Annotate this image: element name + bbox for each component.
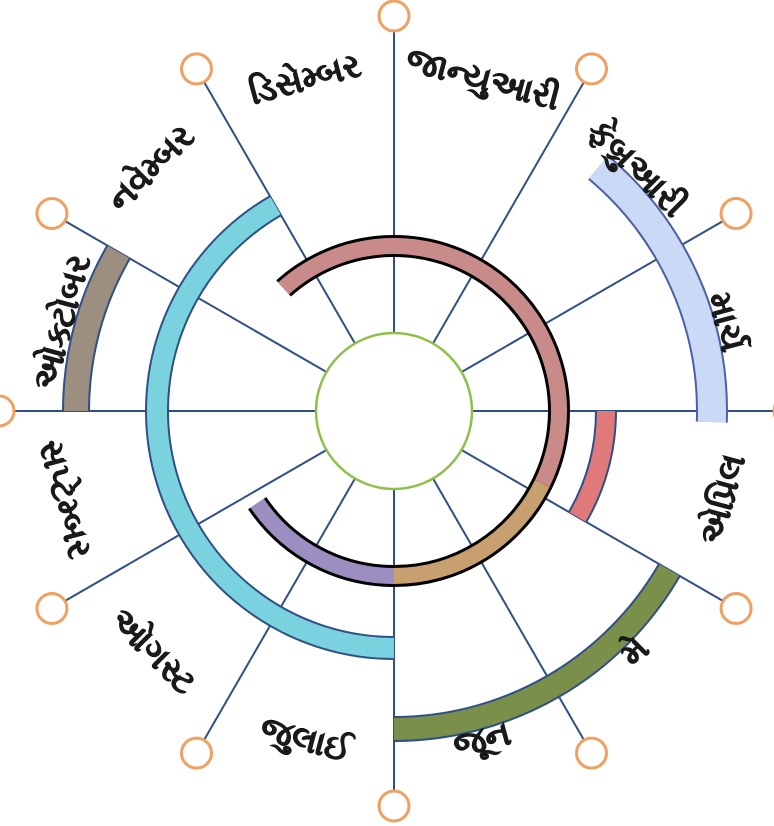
month-node-circle <box>719 592 753 625</box>
month-label: એપ્રિલ <box>691 450 754 549</box>
month-label: ઓગસ્ટ <box>102 600 205 703</box>
month-node-circle <box>377 789 411 823</box>
month-node-circle <box>180 52 213 86</box>
gray-brown-band <box>64 246 130 412</box>
month-node-circle <box>575 52 608 86</box>
salmon-band <box>569 410 615 522</box>
month-node-circle <box>575 736 608 770</box>
inner-tan-segment <box>393 479 550 584</box>
green-band <box>393 564 679 740</box>
spoke-line <box>202 80 356 344</box>
month-label: નવેમ્બર <box>99 115 204 220</box>
center-circle <box>314 331 474 491</box>
month-node-circle <box>180 736 213 770</box>
inner-ring <box>248 235 570 587</box>
season-bands <box>62 155 728 742</box>
month-node-circle <box>719 197 753 230</box>
inner-purple-segment <box>250 498 395 584</box>
month-label: ડિસેમ્બર <box>245 44 366 113</box>
cyan-band <box>147 197 395 658</box>
month-label: સપ્ટેમ્બર <box>30 435 101 563</box>
inner-rose-segment <box>278 238 567 487</box>
month-node-circle <box>35 197 69 230</box>
spoke-line <box>432 80 586 344</box>
month-label: જુલાઈ <box>256 709 357 772</box>
month-node-circle <box>35 592 69 625</box>
month-node-circle <box>0 394 16 428</box>
month-label: જાન્યુઆરી <box>402 40 565 120</box>
month-node-circle <box>377 0 411 33</box>
spoke-line <box>461 449 725 603</box>
blue-lavender-band <box>589 156 726 423</box>
